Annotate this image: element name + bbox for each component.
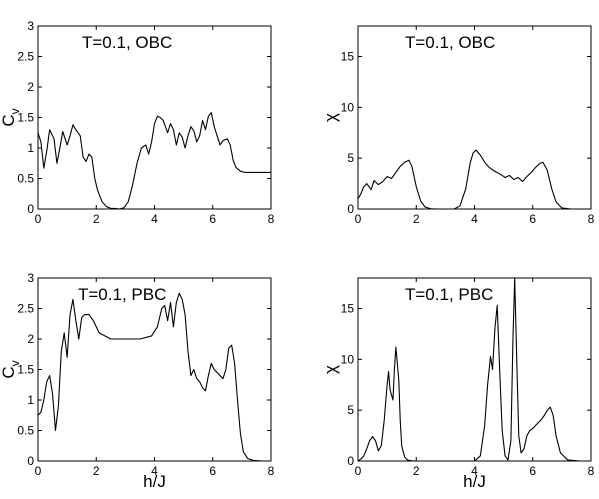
- y-tick-label: 1: [27, 393, 34, 407]
- x-tick-label: 2: [93, 212, 100, 226]
- y-tick-label: 0: [27, 454, 34, 468]
- series-line: [38, 112, 271, 209]
- x-axis-label: h/J: [463, 472, 486, 491]
- chart-panel-4: 0 2 4 6 8 0 5 10 15 T=0.1, PBC χ h/J: [321, 277, 595, 491]
- y-tick-label: 10: [341, 100, 355, 114]
- y-tick-label: 0: [347, 454, 354, 468]
- x-tick-label: 6: [209, 464, 216, 478]
- chart-panel-2: 0 2 4 6 8 0 5 10 15 T=0.1, OBC χ: [321, 25, 595, 226]
- series-line: [38, 292, 271, 461]
- y-tick-label: 0.5: [17, 172, 34, 186]
- series-line: [358, 278, 591, 461]
- x-tick-label: 8: [268, 212, 275, 226]
- x-tick-label: 6: [529, 212, 536, 226]
- y-tick-label: 2.5: [17, 302, 34, 316]
- panel-title: T=0.1, OBC: [82, 33, 172, 52]
- y-axis-label: χ: [321, 113, 340, 122]
- y-tick-label: 0: [347, 202, 354, 216]
- x-tick-label: 4: [471, 212, 478, 226]
- x-tick-label: 4: [151, 464, 158, 478]
- y-tick-label: 1.5: [17, 363, 34, 377]
- x-tick-label: 6: [529, 464, 536, 478]
- y-axis-label-subscript: v: [8, 108, 22, 114]
- y-tick-label: 1: [27, 141, 34, 155]
- y-axis-label: χ: [321, 365, 340, 374]
- axes-frame: [37, 25, 272, 210]
- y-tick-label: 5: [347, 151, 354, 165]
- y-axis-label-main: C: [0, 366, 18, 378]
- y-tick-label: 3: [27, 19, 34, 33]
- y-axis-label-subscript: v: [8, 360, 22, 366]
- series-line: [358, 149, 591, 209]
- x-tick-label: 2: [93, 464, 100, 478]
- panel-title: T=0.1, OBC: [405, 33, 495, 52]
- y-tick-label: 0.5: [17, 424, 34, 438]
- y-tick-label: 2: [27, 80, 34, 94]
- x-tick-label: 0: [35, 212, 42, 226]
- x-tick-label: 8: [588, 464, 595, 478]
- x-tick-label: 6: [209, 212, 216, 226]
- x-tick-label: 8: [268, 464, 275, 478]
- panel-title: T=0.1, PBC: [78, 285, 166, 304]
- y-tick-label: 5: [347, 403, 354, 417]
- y-tick-label: 15: [341, 50, 355, 64]
- x-tick-label: 8: [588, 212, 595, 226]
- chart-panel-1: 0 2 4 6 8 0 0.5 1 1.5 2 2.5 3 T=0.1, OBC Cv: [0, 19, 275, 226]
- x-tick-label: 4: [151, 212, 158, 226]
- chart-panel-3: 0 2 4 6 8 0 0.5 1 1.5 2 2.5 3 T=0.1, PBC Cv h/J: [0, 271, 275, 491]
- y-tick-label: 2.5: [17, 50, 34, 64]
- y-axis-label: Cv: [0, 108, 22, 126]
- y-tick-label: 2: [27, 332, 34, 346]
- x-tick-label: 0: [355, 464, 362, 478]
- y-axis-label-main: C: [0, 114, 18, 126]
- y-tick-label: 3: [27, 271, 34, 285]
- axes-frame: [357, 25, 592, 210]
- x-tick-label: 2: [413, 464, 420, 478]
- y-tick-label: 10: [341, 352, 355, 366]
- y-tick-label: 15: [341, 302, 355, 316]
- panel-title: T=0.1, PBC: [405, 285, 493, 304]
- x-tick-label: 0: [35, 464, 42, 478]
- x-axis-label: h/J: [143, 472, 166, 491]
- x-tick-label: 4: [471, 464, 478, 478]
- y-tick-label: 1.5: [17, 111, 34, 125]
- y-tick-label: 0: [27, 202, 34, 216]
- x-tick-label: 2: [413, 212, 420, 226]
- x-tick-label: 0: [355, 212, 362, 226]
- axes-frame: [37, 277, 272, 462]
- y-axis-label: Cv: [0, 360, 22, 378]
